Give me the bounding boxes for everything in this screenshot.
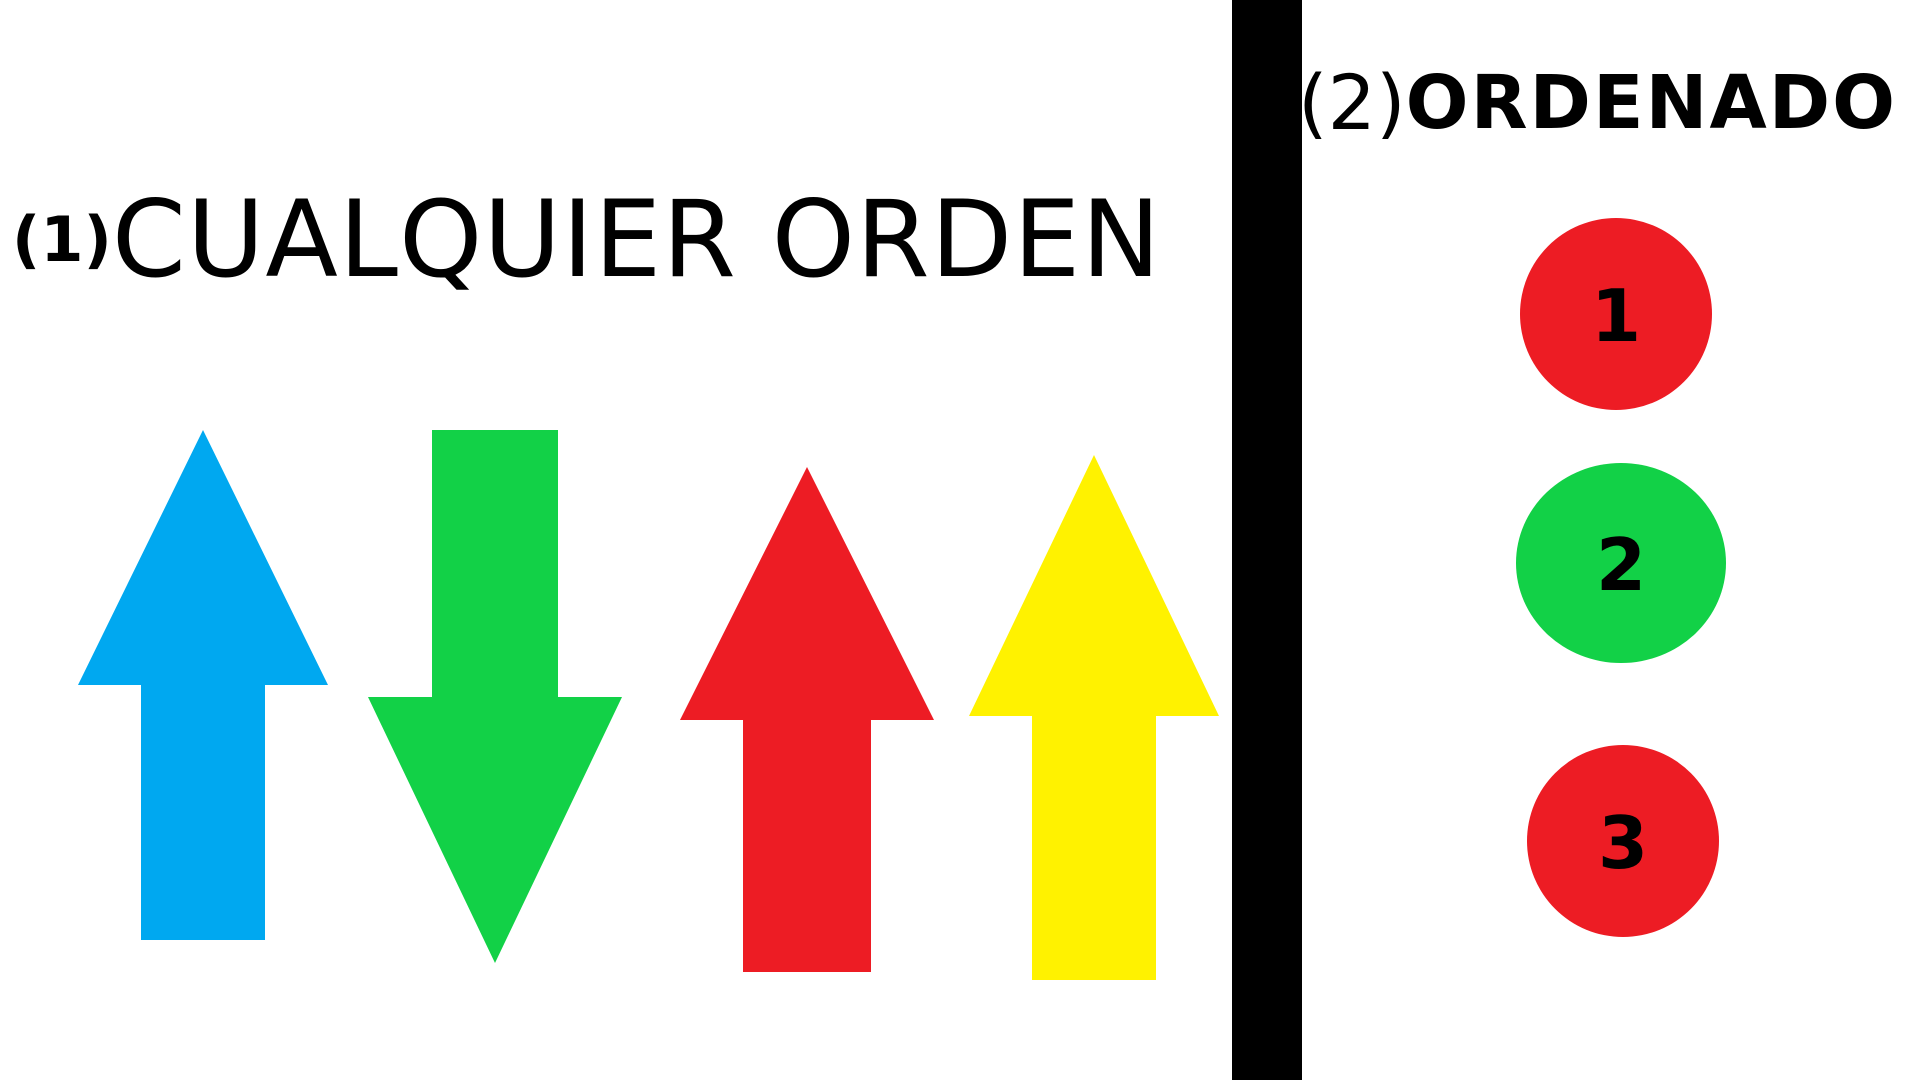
- order-circle-label-2: 2: [1596, 523, 1646, 607]
- arrow-up-4: [969, 455, 1219, 980]
- order-circle-1: [1520, 218, 1712, 410]
- order-circle-2: [1516, 463, 1726, 663]
- arrow-up-3: [680, 467, 934, 972]
- panel-divider: [1232, 0, 1302, 1080]
- right-title-text: ORDENADO: [1405, 59, 1898, 146]
- circles-group: 1 2 3: [1516, 218, 1726, 937]
- left-title-number: (1): [12, 203, 112, 276]
- left-title-text: CUALQUIER ORDEN: [111, 178, 1162, 301]
- arrows-group: [78, 430, 1219, 980]
- arrow-up-1: [78, 430, 328, 940]
- right-title-number: (2): [1298, 58, 1406, 147]
- order-circle-3: [1527, 745, 1719, 937]
- order-circle-label-1: 1: [1591, 274, 1641, 358]
- order-circle-label-3: 3: [1598, 801, 1648, 885]
- left-panel-title: (1) CUALQUIER ORDEN: [12, 178, 1162, 301]
- arrow-down-2: [368, 430, 622, 963]
- right-panel-title: (2) ORDENADO: [1298, 58, 1897, 147]
